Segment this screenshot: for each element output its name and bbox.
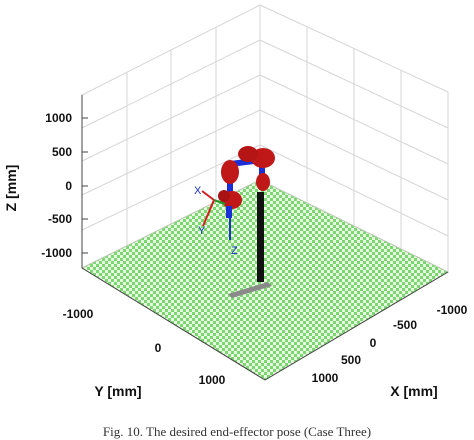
y-axis-line (81, 267, 266, 381)
frame-label-z: Z (231, 245, 238, 257)
frame-label-y: Y (198, 225, 206, 237)
z-tick-label: -1000 (41, 246, 72, 260)
z-ticks: 1000 500 0 -500 -1000 (41, 111, 88, 260)
x-tick-label: 0 (370, 336, 377, 350)
x-ticks: -1000 -500 0 500 1000 (312, 303, 468, 385)
y-tick-label: 0 (155, 341, 162, 355)
z-tick-label: 500 (52, 145, 72, 159)
y-tick-label: -1000 (63, 307, 94, 321)
z-tick-label: 1000 (45, 111, 72, 125)
y-axis-label: Y [mm] (94, 383, 141, 399)
robot-arm (218, 146, 275, 218)
x-axis-label: X [mm] (390, 383, 437, 399)
robot-column (257, 192, 264, 282)
end-effector-frame: X Y Z (194, 185, 238, 257)
y-ticks: -1000 0 1000 (63, 307, 226, 387)
x-tick-label: -500 (393, 318, 417, 332)
z-axis-label: Z [mm] (3, 165, 19, 212)
z-tick-label: 0 (65, 179, 72, 193)
x-tick-label: 500 (341, 353, 361, 367)
figure-caption: Fig. 10. The desired end-effector pose (… (102, 424, 372, 439)
frame-label-x: X (194, 185, 202, 197)
back-wall-grid (81, 4, 449, 273)
robot-base-plate (228, 282, 272, 298)
x-tick-label: -1000 (437, 303, 468, 317)
y-tick-label: 1000 (199, 373, 226, 387)
x-axis-line (264, 271, 449, 381)
x-tick-label: 1000 (312, 371, 339, 385)
floor-plane (80, 179, 450, 381)
z-tick-label: -500 (48, 212, 72, 226)
